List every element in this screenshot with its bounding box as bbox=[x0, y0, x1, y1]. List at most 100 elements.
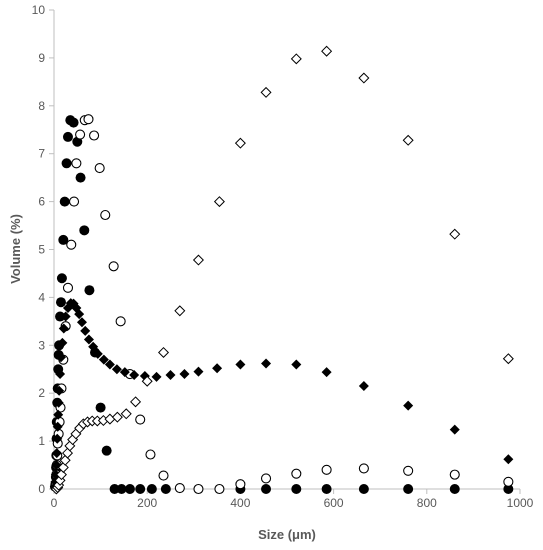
series-4-open-diamond bbox=[50, 45, 514, 495]
data-point bbox=[53, 397, 64, 408]
data-point bbox=[60, 311, 71, 322]
data-point bbox=[83, 334, 94, 345]
data-point bbox=[108, 261, 119, 272]
y-tick-label: 10 bbox=[32, 3, 46, 17]
data-point bbox=[119, 367, 130, 378]
x-tick-label: 1000 bbox=[507, 496, 534, 510]
data-point bbox=[75, 172, 86, 183]
x-tick-label: 400 bbox=[230, 496, 250, 510]
data-point bbox=[52, 433, 63, 444]
x-tick-label: 800 bbox=[417, 496, 437, 510]
data-point bbox=[58, 323, 69, 334]
data-point bbox=[321, 484, 332, 494]
data-point bbox=[146, 484, 157, 494]
data-point bbox=[55, 311, 66, 322]
data-point bbox=[235, 479, 246, 490]
data-point bbox=[59, 196, 70, 207]
x-tick-label: 0 bbox=[51, 496, 58, 510]
data-point bbox=[358, 484, 369, 494]
series-3-filled-diamond bbox=[49, 298, 514, 492]
series-1-filled-circle bbox=[49, 115, 514, 494]
data-point bbox=[403, 484, 414, 494]
data-point bbox=[165, 369, 176, 380]
y-tick-label: 7 bbox=[38, 147, 45, 161]
data-point bbox=[53, 409, 64, 420]
data-point bbox=[291, 468, 302, 479]
data-point bbox=[115, 316, 126, 327]
data-point bbox=[449, 469, 460, 480]
data-point bbox=[213, 196, 225, 208]
data-point bbox=[192, 254, 204, 266]
data-point bbox=[358, 463, 369, 474]
y-axis-title: Volume (%) bbox=[8, 214, 23, 284]
data-point bbox=[193, 366, 204, 377]
data-points bbox=[49, 45, 514, 495]
data-point bbox=[57, 461, 69, 473]
data-point bbox=[158, 346, 170, 358]
data-point bbox=[179, 369, 190, 380]
x-axis-title: Size (μm) bbox=[258, 527, 316, 542]
data-point bbox=[174, 482, 185, 494]
data-point bbox=[84, 285, 95, 296]
data-point bbox=[111, 364, 122, 375]
data-point bbox=[56, 273, 67, 284]
data-point bbox=[51, 448, 62, 459]
data-point bbox=[130, 396, 142, 408]
data-point bbox=[104, 359, 115, 370]
data-point bbox=[261, 358, 272, 369]
data-point bbox=[68, 196, 80, 207]
y-tick-label: 2 bbox=[38, 386, 45, 400]
data-point bbox=[151, 371, 162, 382]
y-tick-label: 0 bbox=[38, 482, 45, 496]
data-point bbox=[61, 158, 72, 169]
data-point bbox=[62, 447, 74, 459]
x-axis-ticks: 0 200 400 600 800 1000 bbox=[51, 489, 534, 510]
data-point bbox=[261, 484, 272, 494]
data-point bbox=[55, 369, 66, 380]
data-point bbox=[403, 400, 414, 411]
data-point bbox=[58, 234, 69, 245]
y-tick-label: 3 bbox=[38, 338, 45, 352]
data-point bbox=[449, 424, 460, 435]
data-point bbox=[503, 476, 514, 487]
data-point bbox=[402, 134, 414, 146]
data-point bbox=[62, 131, 73, 142]
data-point bbox=[95, 402, 106, 413]
data-point bbox=[141, 375, 153, 387]
data-point bbox=[403, 465, 414, 476]
data-point bbox=[358, 72, 370, 84]
data-point bbox=[92, 348, 103, 359]
data-point bbox=[321, 367, 332, 378]
data-point bbox=[68, 117, 79, 128]
data-point bbox=[212, 363, 223, 374]
data-point bbox=[76, 317, 87, 328]
data-point bbox=[135, 414, 146, 425]
data-point bbox=[94, 163, 105, 174]
data-point bbox=[109, 484, 120, 494]
data-point bbox=[158, 470, 169, 481]
data-point bbox=[214, 483, 225, 495]
data-point bbox=[62, 282, 74, 293]
data-point bbox=[120, 408, 132, 420]
data-point bbox=[290, 53, 302, 65]
data-point bbox=[55, 297, 66, 308]
data-point bbox=[503, 484, 514, 494]
data-point bbox=[79, 225, 90, 236]
data-point bbox=[57, 337, 68, 348]
x-tick-label: 200 bbox=[137, 496, 157, 510]
data-point bbox=[193, 483, 204, 495]
data-point bbox=[502, 353, 514, 365]
data-point bbox=[235, 359, 246, 370]
data-point bbox=[59, 454, 71, 466]
data-point bbox=[291, 359, 302, 370]
data-point bbox=[260, 473, 272, 484]
data-point bbox=[80, 325, 91, 336]
data-point bbox=[75, 129, 86, 140]
data-point bbox=[174, 305, 186, 317]
data-point bbox=[100, 209, 111, 221]
data-point bbox=[55, 469, 67, 481]
data-point bbox=[449, 484, 460, 494]
data-point bbox=[129, 369, 140, 380]
data-point bbox=[54, 385, 65, 396]
data-point bbox=[160, 484, 171, 494]
